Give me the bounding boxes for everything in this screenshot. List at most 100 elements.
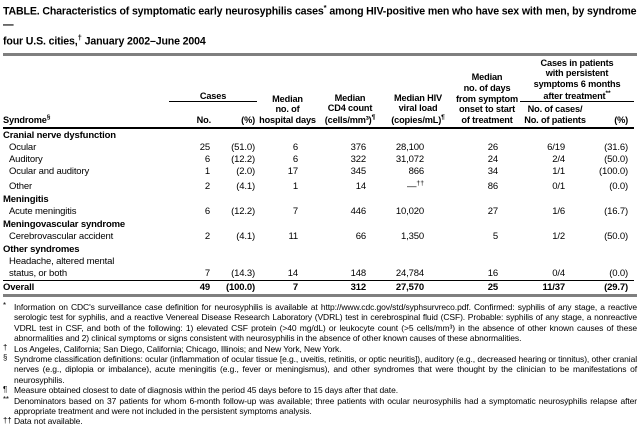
footnote-text: Data not available. xyxy=(14,416,83,427)
footnote-symbol: †† xyxy=(3,415,12,425)
table-row: Ocular and auditory 1 (2.0) 17 345 866 3… xyxy=(3,166,634,178)
cd4-cell: 14 xyxy=(355,180,367,192)
page-title: TABLE. Characteristics of symptomatic ea… xyxy=(3,2,637,51)
cases-pct-cell: (4.1) xyxy=(236,230,256,242)
title-line2: four U.S. cities, xyxy=(3,35,78,48)
onset-days-cell: 34 xyxy=(487,165,499,177)
footnote: § Syndrome classification definitions: oc… xyxy=(3,353,637,385)
viral-load-cell: 31,072 xyxy=(395,153,425,165)
syndrome-cell: Ocular xyxy=(9,141,37,153)
cd4-cell: 322 xyxy=(350,153,367,165)
footnote-symbol: † xyxy=(3,343,8,353)
hospital-days-cell: 7 xyxy=(292,205,299,217)
persistent-cases-cell: 1/6 xyxy=(552,205,566,217)
persistent-pct-cell: (0.0) xyxy=(609,180,629,192)
title-rule xyxy=(3,52,637,56)
persistent-cases-cell: 11/37 xyxy=(520,279,591,294)
category-label: Cranial nerve dysfunction xyxy=(3,129,116,141)
footnote: ** Denominators based on 37 patients for … xyxy=(3,395,637,417)
viral-load-footnote-marker: ¶ xyxy=(441,114,445,122)
syndrome-cell: Ocular and auditory xyxy=(9,165,90,177)
syndrome-cell: Auditory xyxy=(9,153,43,165)
cases-pct-cell: (12.2) xyxy=(231,153,256,165)
persistent-pct-cell: (50.0) xyxy=(604,230,629,242)
cases-pct-cell: (2.0) xyxy=(236,165,256,177)
onset-days-cell: 27 xyxy=(487,205,499,217)
category-row: Meningitis xyxy=(3,193,634,206)
col-header-cd4: Median CD4 count (cells/mm³)¶ xyxy=(318,55,383,129)
hospital-days-cell: 7 xyxy=(257,279,319,294)
footnote: † Los Angeles, California; San Diego, Cal… xyxy=(3,343,637,354)
cases-no-cell: 7 xyxy=(204,267,210,279)
syndrome-cell: Headache, altered mental status, or both xyxy=(9,255,115,279)
persistent-cases-cell: 1/1 xyxy=(552,165,566,177)
title-line1: TABLE. Characteristics of symptomatic ea… xyxy=(3,5,324,18)
viral-load-cell: 10,020 xyxy=(395,205,425,217)
title-line2-rest: January 2002–June 2004 xyxy=(81,35,206,48)
persistent-pct-cell: (0.0) xyxy=(609,267,629,279)
hospital-days-cell: 1 xyxy=(292,180,299,192)
cases-no-cell: 25 xyxy=(199,141,210,153)
cases-pct-cell: (12.2) xyxy=(231,205,256,217)
footnote-text: Information on CDC's surveillance case d… xyxy=(14,301,637,344)
onset-days-cell: 16 xyxy=(487,267,499,279)
col-header-pct2: (%) xyxy=(590,101,635,129)
persistent-pct-cell: (50.0) xyxy=(604,153,629,165)
category-row: Other syndromes xyxy=(3,243,634,256)
viral-load-cell: 24,784 xyxy=(395,267,425,279)
viral-load-cell: 27,570 xyxy=(382,279,455,294)
onset-days-cell: 25 xyxy=(454,279,521,294)
footnote-symbol: § xyxy=(3,353,8,363)
persistent-cases-cell: 1/2 xyxy=(552,230,566,242)
col-header-cases-patients: No. of cases/ No. of patients xyxy=(520,101,591,129)
title-line1-rest: among HIV-positive men who have sex with… xyxy=(3,5,637,32)
syndrome-cell: Other xyxy=(9,180,33,192)
col-header-no: No. xyxy=(169,101,211,129)
hospital-days-cell: 14 xyxy=(287,267,299,279)
onset-days-cell: 24 xyxy=(487,153,499,165)
persistent-cases-cell: 0/4 xyxy=(552,267,566,279)
col-header-syndrome: Syndrome§ xyxy=(3,55,169,129)
cases-no-cell: 2 xyxy=(204,230,210,242)
persistent-pct-cell: (16.7) xyxy=(604,205,629,217)
syndrome-footnote-marker: § xyxy=(46,114,51,122)
table-header: Syndrome§ Cases Median no. of hospital d… xyxy=(3,55,635,129)
cases-pct-cell: (51.0) xyxy=(231,141,256,153)
cases-no-cell: 1 xyxy=(204,165,210,177)
category-row: Cranial nerve dysfunction xyxy=(3,128,634,142)
viral-load-cell: 28,100 xyxy=(395,141,425,153)
bottom-rule xyxy=(3,293,637,297)
col-header-onset-days: Median no. of days from symptom onset to… xyxy=(454,55,521,129)
overall-row: Overall 49 (100.0) 7 312 27,570 25 11/37… xyxy=(3,279,635,294)
hospital-days-cell: 6 xyxy=(292,153,299,165)
persistent-pct-cell: (100.0) xyxy=(598,165,629,177)
title-footnote-marker-asterisk: * xyxy=(323,3,327,12)
cd4-cell: 376 xyxy=(350,141,367,153)
footnote: †† Data not available. xyxy=(3,415,637,427)
cd4-footnote-marker: ¶ xyxy=(371,114,376,122)
neurosyphilis-table: Syndrome§ Cases Median no. of hospital d… xyxy=(3,55,635,294)
title-footnote-marker-dagger: † xyxy=(77,32,82,42)
category-row: Meningovascular syndrome xyxy=(3,218,634,231)
cd4-cell: 66 xyxy=(355,230,367,242)
table-row: Cerebrovascular accident 2 (4.1) 11 66 1… xyxy=(3,231,634,243)
onset-days-cell: 26 xyxy=(487,141,499,153)
footnote-symbol: * xyxy=(3,301,6,311)
col-header-pct: (%) xyxy=(211,101,258,129)
viral-load-cell: 1,350 xyxy=(400,230,425,242)
persistent-cases-cell: 6/19 xyxy=(547,141,566,153)
cd4-cell: 345 xyxy=(350,165,367,177)
cases-no-cell: 49 xyxy=(169,279,211,294)
category-label: Meningitis xyxy=(3,193,49,205)
table-row: Other 2 (4.1) 1 14 —†† 86 0/1 (0.0) xyxy=(3,178,634,193)
persistent-cases-cell: 0/1 xyxy=(552,180,566,192)
footnote-text: Measure obtained closest to date of diag… xyxy=(14,385,398,396)
cases-no-cell: 2 xyxy=(204,180,210,192)
col-header-viral-load: Median HIV viral load (copies/mL)¶ xyxy=(382,55,455,129)
cd4-cell: 312 xyxy=(318,279,383,294)
onset-days-cell: 5 xyxy=(492,230,499,242)
table-row: Acute meningitis 6 (12.2) 7 446 10,020 2… xyxy=(3,206,634,218)
col-header-hospital-days: Median no. of hospital days xyxy=(257,55,319,129)
footnote-text: Syndrome classification definitions: ocu… xyxy=(14,353,637,385)
